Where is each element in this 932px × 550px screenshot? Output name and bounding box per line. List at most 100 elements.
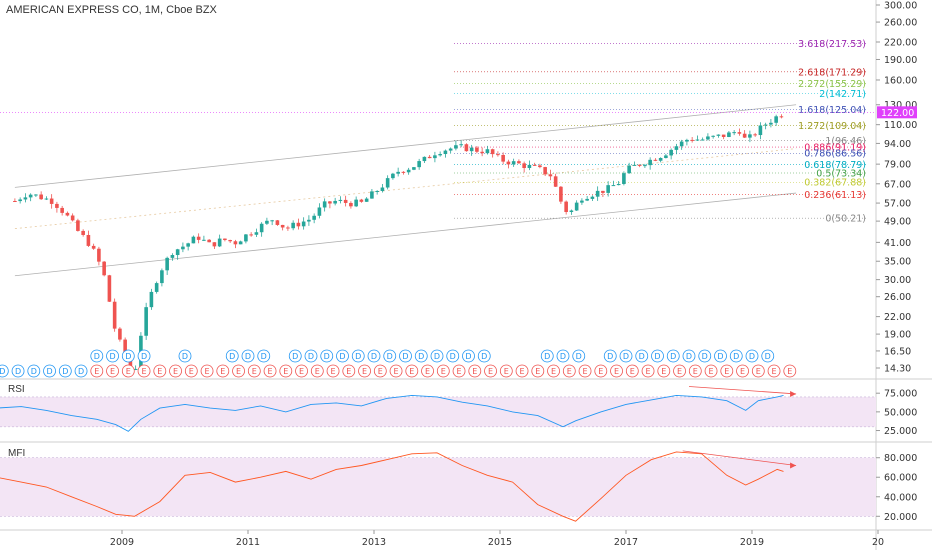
candle-body <box>118 328 122 340</box>
dividend-marker-circle <box>27 364 41 378</box>
last-price-label: 122.00 <box>881 108 914 119</box>
earnings-marker-label: E <box>173 367 178 376</box>
earnings-marker-circle <box>295 364 308 378</box>
candle-body <box>632 164 637 166</box>
candle-body <box>553 176 558 187</box>
candle-body <box>443 150 448 155</box>
candle-body <box>700 139 705 141</box>
dividend-marker-label: D <box>733 352 739 361</box>
price-tick-label: 67.00 <box>884 179 911 190</box>
dividend-marker-circle <box>90 349 104 363</box>
candle-body <box>228 240 232 242</box>
candle-body <box>317 207 322 216</box>
rsi-tick-label: 25.000 <box>884 426 917 437</box>
dividend-marker-label: D <box>481 352 487 361</box>
candle-body <box>18 199 22 202</box>
candle-body <box>454 145 458 149</box>
mfi-panel: 80.000 60.000 40.000 20.000 <box>0 450 917 523</box>
candle-body <box>685 139 689 142</box>
dividend-marker-label: D <box>182 352 188 361</box>
dividend-marker-circle <box>178 349 192 363</box>
candle-body <box>244 234 248 242</box>
candle-body <box>427 156 432 159</box>
fib-level-label: 0.5(73.34) <box>816 169 866 180</box>
candle-body <box>133 368 138 370</box>
earnings-marker-circle <box>578 364 592 378</box>
rsi-tick-label: 50.000 <box>884 407 917 418</box>
dividend-marker-label: D <box>387 352 393 361</box>
mfi-tick-label: 60.000 <box>884 473 917 484</box>
mfi-band <box>0 457 876 517</box>
earnings-marker-circle <box>720 364 734 378</box>
time-tick-label: 2013 <box>362 537 386 548</box>
earnings-marker-label: E <box>346 367 351 376</box>
candle-body <box>375 190 379 192</box>
candle-body <box>333 200 337 204</box>
dividend-marker-circle <box>121 349 135 363</box>
candle-body <box>76 220 80 231</box>
mfi-tick-label: 20.000 <box>884 512 917 523</box>
candle-body <box>23 197 28 200</box>
dividend-marker-label: D <box>717 352 723 361</box>
candle-body <box>354 199 358 207</box>
earnings-marker-circle <box>169 364 182 378</box>
earnings-marker-circle <box>499 364 513 378</box>
mfi-trendline-arrow <box>790 462 797 469</box>
candle-body <box>349 202 353 207</box>
candle-body <box>627 165 631 174</box>
last-price-tag <box>877 106 917 119</box>
candle-body <box>732 132 736 134</box>
candle-body <box>238 241 243 245</box>
mfi-trendline <box>682 450 797 466</box>
candle-body <box>711 135 715 137</box>
candle-body <box>13 201 17 203</box>
earnings-marker-circle <box>484 364 497 378</box>
price-tick-label: 190.00 <box>884 55 917 66</box>
dividend-marker-circle <box>572 349 586 363</box>
candle-body <box>301 221 306 227</box>
dividend-marker-circle <box>666 349 680 363</box>
dividend-marker-circle <box>477 349 491 363</box>
earnings-marker-label: E <box>457 367 462 376</box>
earnings-marker-circle <box>279 364 293 378</box>
earnings-marker-circle <box>751 364 765 378</box>
rsi-line <box>0 394 784 432</box>
candle-body <box>265 220 269 224</box>
dividend-marker-circle <box>320 349 334 363</box>
rsi-panel: 75.000 50.000 25.000 <box>0 386 917 437</box>
candle-body <box>679 141 684 147</box>
candle-body <box>65 212 70 216</box>
dividend-marker-label: D <box>654 352 660 361</box>
dividend-marker-circle <box>58 364 72 378</box>
dividend-marker-circle <box>430 349 444 363</box>
dividend-marker-label: D <box>434 352 440 361</box>
dividend-marker-label: D <box>78 367 84 376</box>
earnings-marker-circle <box>783 364 797 378</box>
dividend-marker-circle <box>714 349 727 363</box>
earnings-marker-label: E <box>142 367 147 376</box>
candle-body <box>291 222 295 229</box>
dividend-marker-circle <box>106 349 119 363</box>
dividend-marker-label: D <box>749 352 755 361</box>
mfi-tick-label: 40.000 <box>884 492 917 503</box>
dividend-marker-label: D <box>576 352 582 361</box>
earnings-marker-label: E <box>583 367 588 376</box>
dividend-marker-circle <box>761 349 775 363</box>
dividend-marker-label: D <box>94 352 100 361</box>
fib-level-label: 0.382(67.88) <box>804 178 866 189</box>
candle-body <box>716 134 721 136</box>
candle-body <box>438 154 442 156</box>
candle-body <box>601 190 605 193</box>
candle-body <box>44 198 49 200</box>
price-tick-label: 16.50 <box>884 346 911 357</box>
earnings-marker-circle <box>736 364 749 378</box>
earnings-marker-label: E <box>756 367 761 376</box>
rsi-band <box>0 396 876 427</box>
dividend-marker-circle <box>399 349 412 363</box>
fib-level-label: 2.618(171.29) <box>798 67 866 78</box>
candle-body <box>343 199 348 203</box>
rsi-label: RSI <box>8 384 25 395</box>
candle-body <box>658 157 663 161</box>
dividend-marker-circle <box>0 364 9 378</box>
